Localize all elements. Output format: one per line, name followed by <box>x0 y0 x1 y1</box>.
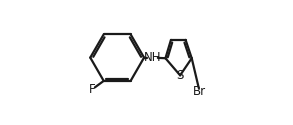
Text: NH: NH <box>144 51 161 64</box>
Text: Br: Br <box>193 85 206 98</box>
Text: F: F <box>89 83 96 96</box>
Text: S: S <box>176 69 184 82</box>
